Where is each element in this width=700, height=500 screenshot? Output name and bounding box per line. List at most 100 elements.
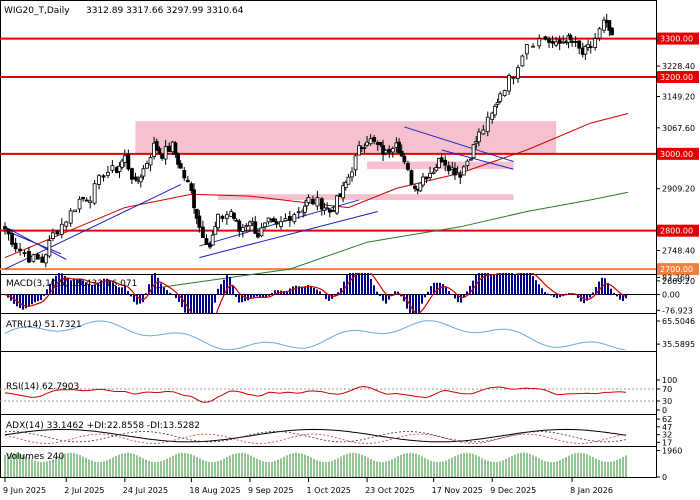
macd-bar (115, 286, 117, 295)
macd-bar (550, 294, 552, 296)
candle-body (163, 146, 168, 160)
macd-bar (106, 278, 108, 295)
candle-body (303, 205, 307, 213)
candle-body (106, 171, 110, 176)
candle-body (122, 155, 127, 163)
candle (274, 218, 279, 228)
macd-bar (493, 274, 495, 295)
macd-bar (67, 278, 69, 295)
candle (185, 175, 190, 183)
level-label-bg (657, 224, 699, 237)
candle (292, 212, 297, 225)
candle (327, 209, 332, 218)
macd-bar (208, 294, 210, 313)
macd-bar (373, 285, 375, 295)
candle (537, 34, 542, 49)
macd-bar (145, 293, 147, 295)
macd-bar (310, 286, 312, 295)
candle (387, 145, 392, 158)
macd-bar (235, 294, 237, 297)
candle-body (520, 55, 525, 67)
candle (372, 135, 377, 145)
candle-body (453, 167, 457, 176)
candle (428, 166, 432, 181)
candle (531, 43, 535, 48)
candle (279, 216, 283, 230)
candle (516, 64, 520, 83)
macd-bar (415, 294, 417, 313)
candle (220, 214, 225, 222)
macd-bar (109, 280, 111, 295)
macd-bar (541, 288, 543, 295)
candle (178, 160, 183, 169)
macd-bar (163, 287, 165, 295)
trendline[interactable] (10, 232, 62, 255)
candle (341, 181, 346, 203)
candle-body (216, 213, 220, 229)
macd-bar (586, 294, 588, 301)
macd-bar (295, 285, 297, 295)
candle (31, 253, 36, 263)
level-label: 3300.00 (657, 32, 699, 45)
candle (192, 183, 196, 214)
candle-body (368, 138, 373, 145)
macd-bar (595, 287, 597, 295)
candle-body (141, 168, 146, 177)
candle (498, 91, 503, 104)
trendline[interactable] (404, 126, 514, 163)
candle (557, 35, 562, 51)
candle (287, 210, 292, 227)
adx-panel (4, 428, 627, 444)
macd-bar (508, 273, 510, 295)
level-label-text: 2800.00 (660, 227, 693, 236)
candle-body (458, 174, 463, 178)
candle (197, 210, 202, 233)
macd-bar (616, 294, 618, 297)
candle-body (101, 175, 106, 178)
price-tick-label: 3149.20 (662, 93, 695, 102)
macd-bar (454, 294, 456, 299)
candle-body (272, 218, 276, 223)
macd-bar (298, 286, 300, 295)
candle-body (77, 198, 82, 210)
candle-body (237, 220, 242, 232)
time-tick-label: 18 Aug 2025 (189, 486, 240, 495)
macd-bar (469, 285, 471, 295)
macd-bar (478, 273, 480, 295)
macd-bar (502, 273, 504, 295)
macd-bar (604, 278, 606, 295)
trendline[interactable] (199, 210, 378, 259)
candle-body (176, 153, 180, 165)
trendline[interactable] (441, 149, 514, 170)
candle-body (10, 233, 14, 245)
candle-body (210, 234, 215, 246)
candle (443, 155, 448, 172)
candle (477, 128, 481, 147)
candle (51, 228, 55, 242)
candle (194, 208, 199, 225)
candle (495, 98, 500, 108)
candle-body (409, 170, 414, 185)
macd-bar (40, 294, 42, 301)
candle (266, 217, 271, 225)
candle (331, 205, 336, 212)
candle-body (383, 149, 388, 154)
macd-bar (241, 294, 243, 303)
candle-body (110, 165, 115, 171)
level-label: 2700.00 (657, 263, 699, 276)
candle-body (189, 183, 194, 192)
macd-bar (523, 273, 525, 295)
volume-panel (4, 452, 627, 477)
candle (88, 195, 93, 209)
candle-body (465, 160, 470, 166)
candle (424, 176, 429, 184)
macd-bar (88, 284, 90, 295)
adx-tick-label: 32 (662, 431, 672, 440)
candle-body (343, 181, 348, 188)
candle (101, 174, 106, 182)
level-label-text: 2700.00 (660, 265, 693, 274)
time-tick-label: 1 Oct 2025 (307, 486, 351, 495)
candle-body (208, 243, 212, 248)
candle (35, 252, 40, 260)
